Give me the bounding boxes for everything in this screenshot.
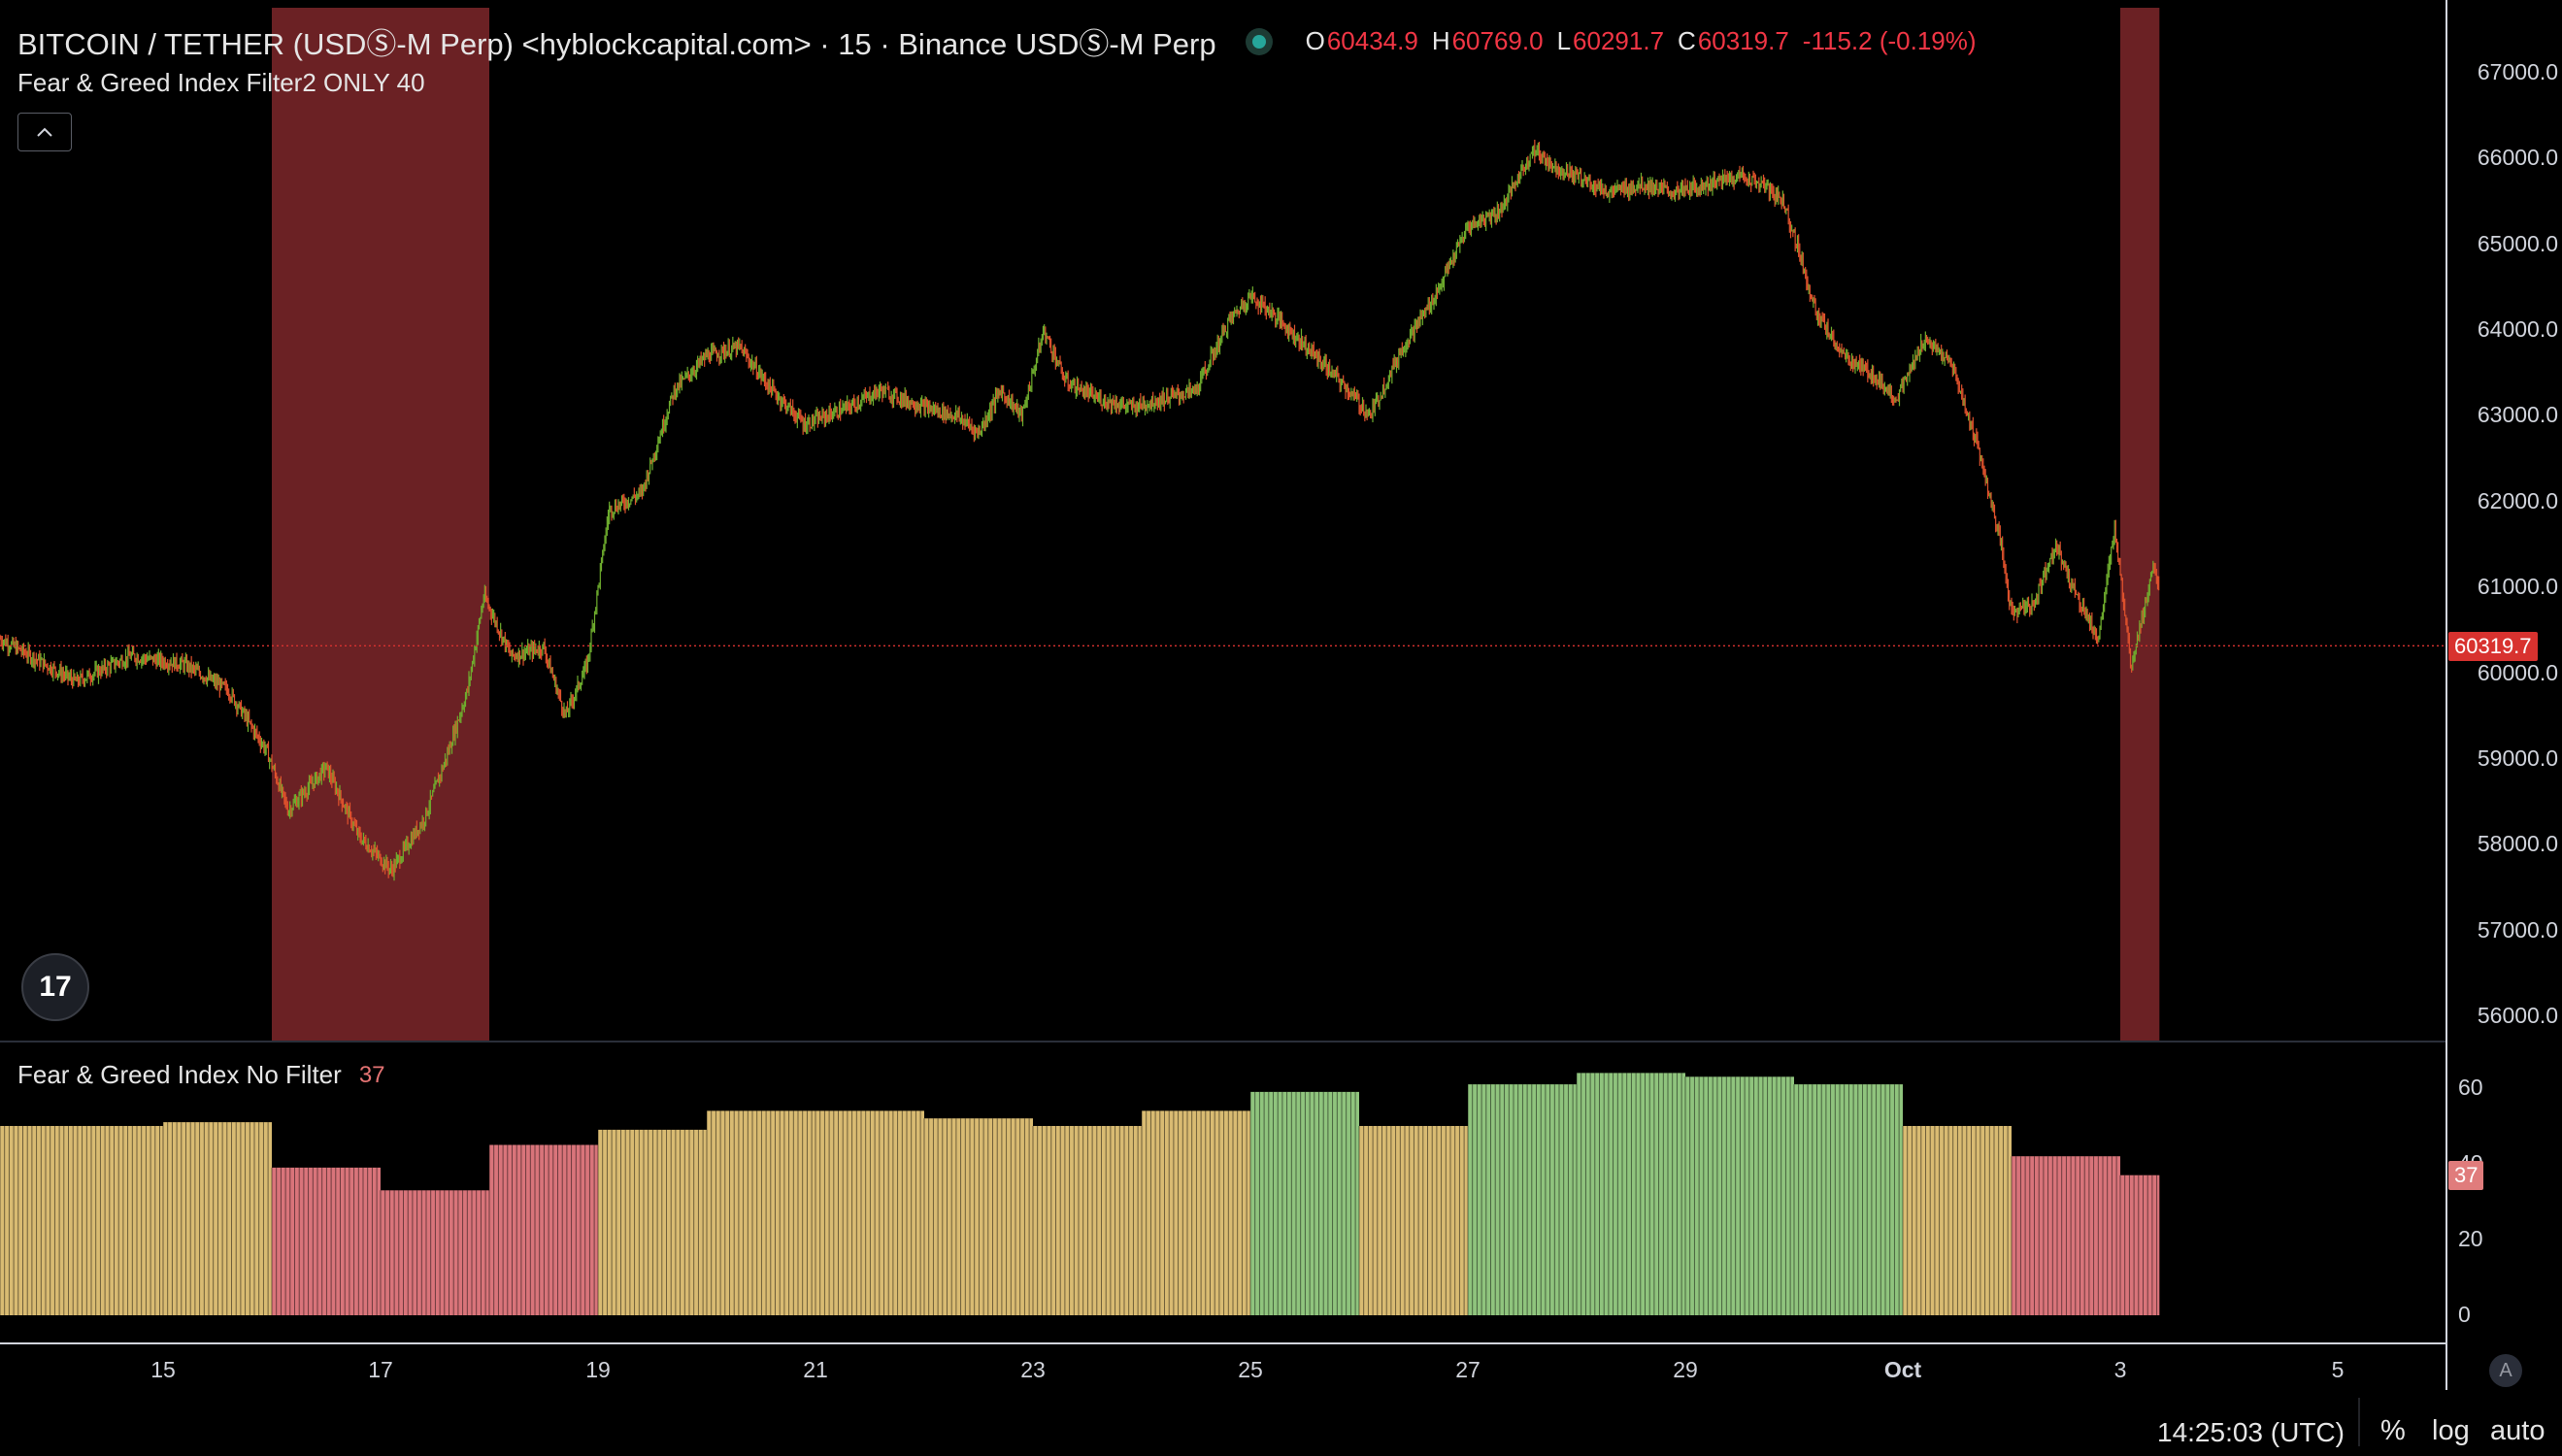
fear-greed-bar — [0, 1126, 163, 1315]
price-tick-label: 67000.0 — [2477, 59, 2558, 84]
price-tick-label: 63000.0 — [2477, 402, 2558, 428]
fear-greed-tick-label: 60 — [2458, 1075, 2483, 1100]
price-tick-label: 58000.0 — [2477, 831, 2558, 857]
logo-text: 17 — [39, 971, 72, 1003]
time-tick-label: 23 — [1020, 1357, 1046, 1382]
time-tick-label: 21 — [803, 1357, 828, 1382]
price-tick-label: 62000.0 — [2477, 487, 2558, 513]
fear-greed-tick-label: 20 — [2458, 1226, 2483, 1251]
time-tick-label: 5 — [2331, 1357, 2345, 1382]
time-tick-label: 3 — [2113, 1357, 2127, 1382]
collapse-legend-button[interactable] — [17, 113, 72, 151]
price-tick-label: 64000.0 — [2477, 316, 2558, 343]
candlestick-series[interactable] — [0, 139, 2160, 881]
log-scale-button[interactable]: log — [2432, 1415, 2470, 1446]
overlay-indicator-name[interactable]: Fear & Greed Index Filter2 ONLY 40 — [17, 68, 425, 97]
sub-pane-last-value-tag: 37 — [2448, 1161, 2484, 1190]
price-tick-label: 65000.0 — [2477, 230, 2558, 256]
auto-scale-badge[interactable]: A — [2489, 1354, 2522, 1387]
time-tick-label: 15 — [150, 1357, 176, 1382]
time-tick-label: 29 — [1673, 1357, 1698, 1382]
fear-greed-tick-label: 0 — [2458, 1302, 2471, 1327]
high-label: H — [1431, 26, 1450, 55]
low-value: 60291.7 — [1573, 26, 1665, 55]
time-tick-label: 17 — [368, 1357, 393, 1382]
open-label: O — [1305, 26, 1325, 55]
tradingview-logo[interactable]: 17 — [21, 953, 89, 1021]
close-value: 60319.7 — [1697, 26, 1789, 55]
percent-scale-button[interactable]: % — [2380, 1415, 2406, 1446]
price-tick-label: 57000.0 — [2477, 916, 2558, 943]
sub-pane-indicator-value: 37 — [358, 1061, 385, 1088]
time-tick-label: 19 — [585, 1357, 611, 1382]
time-tick-label: 25 — [1238, 1357, 1263, 1382]
symbol-title[interactable]: BITCOIN / TETHER (USDⓈ-M Perp) <hyblockc… — [17, 27, 1216, 61]
high-value: 60769.0 — [1451, 26, 1544, 55]
fear-greed-histogram[interactable] — [0, 1073, 2160, 1315]
price-tick-label: 66000.0 — [2477, 145, 2558, 171]
price-tick-label: 59000.0 — [2477, 745, 2558, 771]
symbol-legend[interactable]: BITCOIN / TETHER (USDⓈ-M Perp) <hyblockc… — [17, 19, 1977, 63]
price-tick-label: 56000.0 — [2477, 1003, 2558, 1028]
chevron-up-icon — [37, 127, 52, 137]
price-tick-label: 60000.0 — [2477, 659, 2558, 685]
open-value: 60434.9 — [1326, 26, 1418, 55]
fear-zone-highlight — [2120, 8, 2160, 1041]
price-tick-label: 61000.0 — [2477, 574, 2558, 600]
change-value: -115.2 (-0.19%) — [1802, 26, 1977, 55]
auto-scale-button[interactable]: auto — [2490, 1415, 2545, 1446]
low-label: L — [1556, 26, 1572, 55]
sub-pane-indicator-name[interactable]: Fear & Greed Index No Filter — [17, 1060, 342, 1089]
fear-zone-highlight — [272, 8, 489, 1041]
time-tick-label: 27 — [1455, 1357, 1481, 1382]
fear-greed-bar — [2120, 1175, 2160, 1315]
market-status-icon — [1245, 27, 1273, 55]
sub-pane-legend[interactable]: Fear & Greed Index No Filter 37 — [17, 1060, 385, 1090]
close-label: C — [1678, 26, 1696, 55]
time-tick-label: Oct — [1883, 1357, 1922, 1382]
last-price-tag: 60319.7 — [2448, 632, 2538, 661]
overlay-indicator-legend[interactable]: Fear & Greed Index Filter2 ONLY 40 — [17, 68, 425, 98]
utc-clock[interactable]: 14:25:03 (UTC) — [2157, 1417, 2345, 1447]
